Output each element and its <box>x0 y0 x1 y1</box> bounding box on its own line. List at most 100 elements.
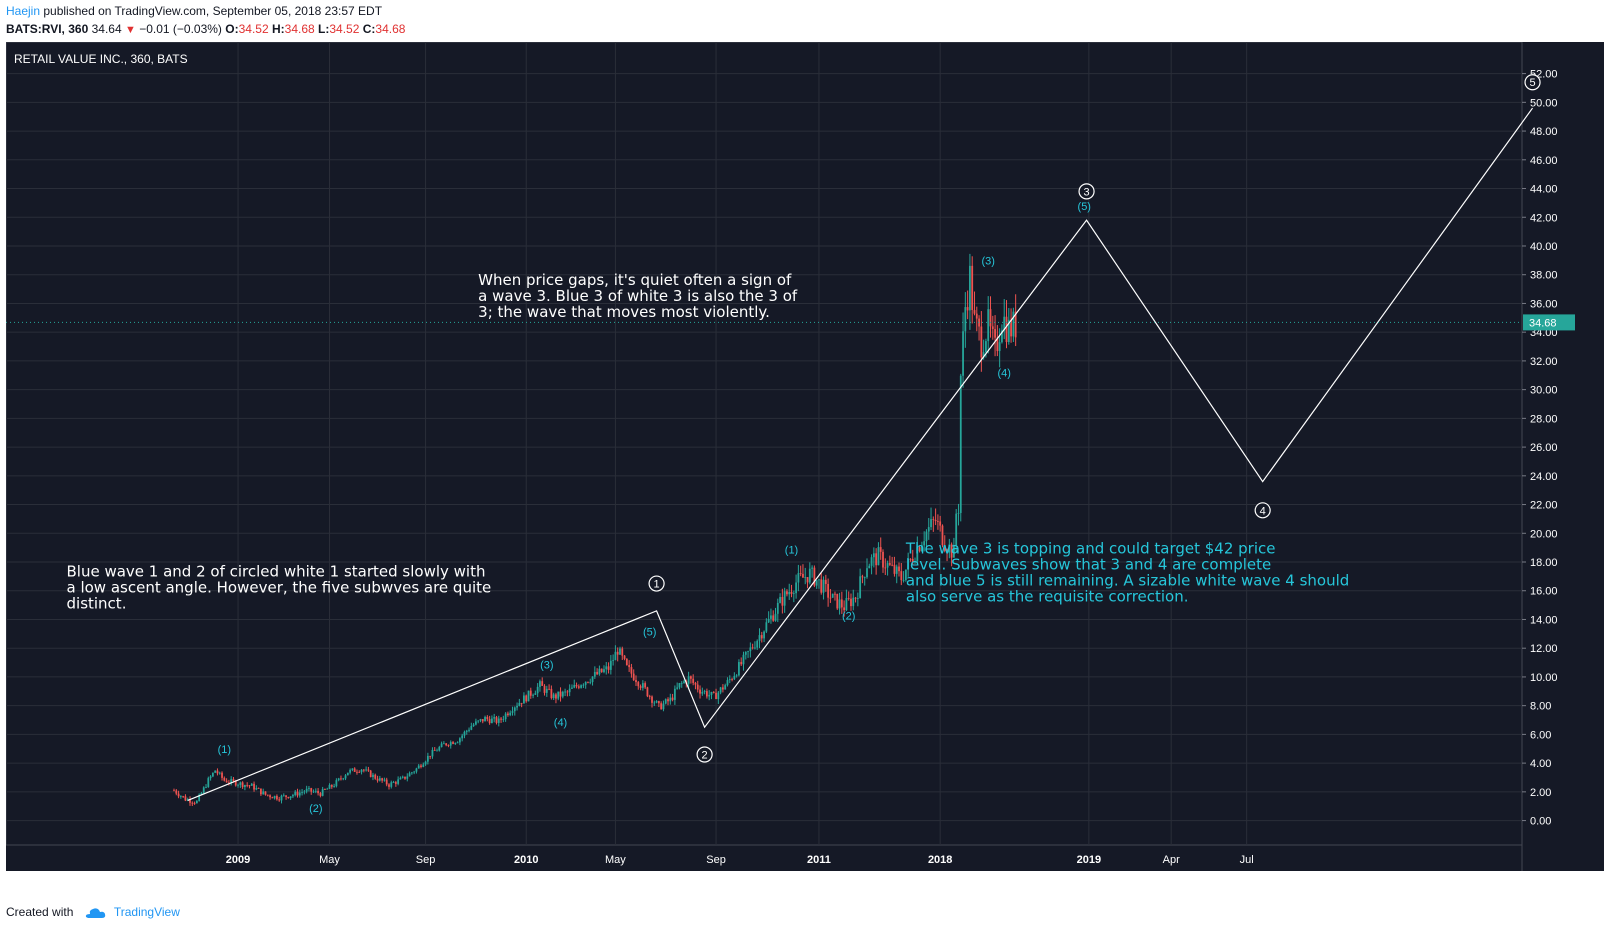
y-tick-label: 32.00 <box>1530 356 1558 368</box>
annotation-line: also serve as the requisite correction. <box>906 587 1189 605</box>
candle-body <box>705 691 708 697</box>
candle-body <box>513 707 516 712</box>
wave-circle-label-2: 2 <box>696 746 713 763</box>
candle-body <box>543 685 546 693</box>
candle-body <box>182 796 185 797</box>
candle-body <box>383 779 386 781</box>
annotation-line: a low ascent angle. However, the five su… <box>67 578 492 596</box>
candle-body <box>998 342 1001 352</box>
candle-body <box>333 786 335 788</box>
candle-body <box>600 668 603 673</box>
candle-body <box>360 769 363 773</box>
candle-body <box>872 553 875 558</box>
candle-body <box>484 716 486 722</box>
candle-body <box>250 783 253 786</box>
candle-body <box>175 790 178 794</box>
footer: Created with TradingView <box>6 905 180 920</box>
candle-body <box>1007 319 1010 343</box>
tradingview-cloud-icon <box>85 908 105 918</box>
candle-body <box>767 618 770 623</box>
tradingview-link[interactable]: TradingView <box>113 905 180 919</box>
candle-body <box>701 691 704 694</box>
published-text: published on TradingView.com, September … <box>40 4 383 18</box>
candle-body <box>523 695 525 704</box>
candle-body <box>401 776 404 778</box>
candle-body <box>843 607 846 611</box>
candle-body <box>1012 311 1015 337</box>
candle-body <box>397 779 400 784</box>
candle-body <box>436 750 438 752</box>
author-link[interactable]: Haejin <box>6 4 41 18</box>
annotation-line: 3; the wave that moves most violently. <box>478 303 770 321</box>
candle-body <box>831 593 834 598</box>
open-value: 34.52 <box>238 22 269 36</box>
high-label: H: <box>272 22 285 36</box>
candle-body <box>209 776 212 779</box>
candle-body <box>1005 316 1008 343</box>
candle-body <box>301 792 303 793</box>
candle-body <box>1010 319 1012 337</box>
candle-body <box>394 782 397 784</box>
candle-body <box>509 712 512 716</box>
candle-body <box>694 682 697 685</box>
wave-circle <box>696 746 713 763</box>
candle-body <box>692 678 695 683</box>
symbol-info: BATS:RVI, 360 34.64 ▼ −0.01 (−0.03%) O:3… <box>6 22 405 36</box>
candle-body <box>939 521 942 526</box>
candle-body <box>687 676 690 684</box>
candle-body <box>792 593 795 594</box>
candle-body <box>950 544 953 558</box>
candle-body <box>289 796 292 799</box>
candle-body <box>507 713 509 716</box>
candle-body <box>216 770 219 774</box>
candle-body <box>433 749 436 751</box>
candle-body <box>973 310 976 314</box>
candle-body <box>653 702 656 704</box>
subwave-label: (1) <box>218 744 231 756</box>
candle-body <box>902 580 905 581</box>
candle-body <box>891 564 894 566</box>
candle-body <box>568 688 571 693</box>
candle-body <box>607 666 610 670</box>
candle-body <box>200 793 203 795</box>
y-tick-label: 30.00 <box>1530 385 1558 397</box>
candle-body <box>763 631 765 639</box>
candle-body <box>248 785 251 787</box>
candle-body <box>324 789 326 790</box>
y-tick-label: 48.00 <box>1530 126 1558 138</box>
candle-body <box>699 689 701 694</box>
candle-body <box>356 771 358 773</box>
candle-body <box>557 691 560 699</box>
annotation-line: and blue 5 is still remaining. A sizable… <box>906 571 1349 589</box>
candle-body <box>980 326 983 358</box>
candle-body <box>442 743 445 745</box>
candle-body <box>593 671 596 677</box>
candle-body <box>738 662 740 676</box>
candle-body <box>438 747 441 751</box>
annotation-line: distinct. <box>67 594 127 612</box>
candle-body <box>804 577 807 578</box>
price-chart[interactable]: 52.0050.0048.0046.0044.0042.0040.0038.00… <box>6 42 1604 871</box>
candle-body <box>253 783 255 790</box>
candle-body <box>497 718 500 723</box>
candle-body <box>724 685 727 690</box>
candle-body <box>314 790 317 792</box>
candle-body <box>458 738 461 743</box>
candle-body <box>420 765 422 767</box>
symbol-label[interactable]: BATS:RVI, 360 <box>6 22 89 36</box>
candle-body <box>774 613 777 621</box>
candle-body <box>319 793 322 796</box>
candle-body <box>584 681 587 685</box>
candle-body <box>577 686 580 688</box>
candle-body <box>571 687 573 689</box>
candle-body <box>337 778 340 781</box>
candle-body <box>925 531 928 542</box>
candle-body <box>788 591 791 595</box>
candle-body <box>500 718 502 720</box>
candle-body <box>511 711 514 713</box>
candle-body <box>262 791 265 795</box>
candle-body <box>465 730 468 732</box>
candle-body <box>282 795 285 797</box>
candle-body <box>628 665 631 668</box>
candle-body <box>516 705 518 708</box>
